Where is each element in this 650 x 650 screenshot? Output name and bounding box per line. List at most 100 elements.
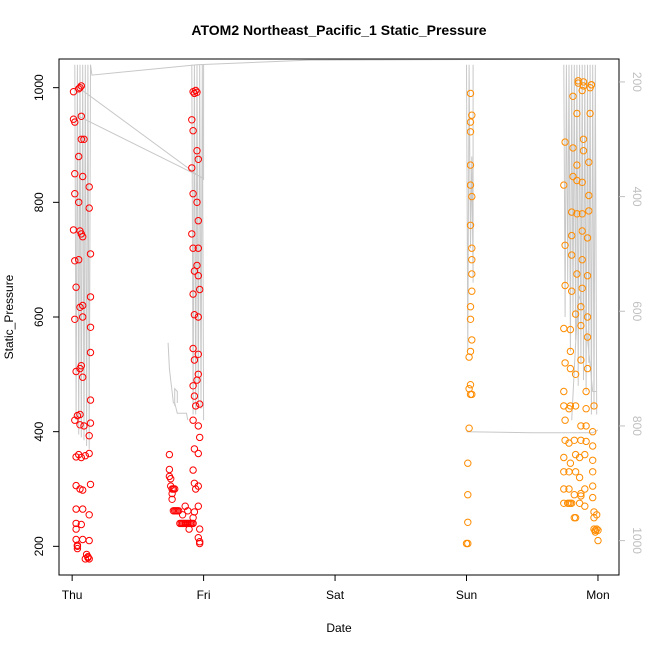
data-point-series-2: [568, 499, 576, 507]
data-point-series-2: [566, 347, 575, 356]
data-point-series-2: [583, 234, 592, 242]
data-point-series-2: [466, 181, 475, 189]
data-point-series-1: [77, 135, 86, 144]
data-point-series-1: [79, 313, 87, 321]
data-point-series-1: [77, 453, 86, 462]
data-point-series-2: [464, 491, 472, 499]
data-point-series-1: [189, 190, 197, 198]
data-point-series-2: [582, 405, 590, 413]
data-point-series-2: [579, 147, 588, 155]
data-point-series-2: [585, 207, 593, 215]
data-point-series-1: [76, 410, 84, 419]
data-point-series-1: [194, 244, 203, 252]
y-tick-label: 400: [32, 421, 46, 441]
data-point-series-2: [466, 303, 475, 311]
data-point-series-1: [194, 313, 203, 321]
data-point-series-2: [568, 208, 576, 216]
data-point-series-1: [190, 445, 199, 453]
data-point-series-2: [585, 191, 593, 200]
data-point-series-1: [86, 293, 95, 301]
data-point-series-1: [174, 507, 183, 515]
x-tick-label: Thu: [62, 588, 83, 602]
data-point-series-1: [193, 261, 201, 270]
data-point-series-1: [86, 348, 95, 357]
y-tick-label: 1000: [32, 74, 46, 101]
data-point-series-1: [72, 453, 80, 461]
data-point-series-2: [579, 82, 588, 90]
data-point-series-1: [189, 244, 197, 252]
data-point-series-2: [560, 181, 568, 189]
data-point-series-1: [72, 283, 80, 291]
data-point-series-2: [582, 387, 590, 396]
data-point-series-1: [71, 190, 79, 198]
data-point-series-1: [73, 541, 82, 549]
depth-tick-label: 200: [630, 72, 644, 92]
data-point-series-2: [571, 514, 580, 522]
data-point-series-2: [569, 92, 577, 101]
y-tick-label: 600: [32, 307, 46, 327]
data-point-series-1: [77, 362, 86, 370]
data-point-series-1: [165, 465, 174, 474]
data-point-series-2: [581, 485, 589, 493]
data-point-series-2: [589, 442, 597, 450]
data-point-series-2: [571, 468, 580, 476]
data-point-series-2: [466, 128, 475, 136]
data-point-series-1: [86, 419, 95, 427]
data-point-series-1: [189, 127, 197, 135]
data-point-series-2: [468, 287, 476, 295]
data-point-series-1: [194, 449, 203, 458]
data-point-series-1: [85, 536, 93, 545]
data-point-series-2: [565, 485, 573, 493]
data-point-series-2: [571, 310, 580, 318]
data-point-series-2: [468, 390, 476, 399]
x-axis: Thu Fri Sat Sun Mon: [62, 575, 610, 602]
data-point-series-2: [466, 347, 475, 356]
data-point-series-1: [86, 396, 95, 404]
data-point-series-2: [577, 436, 585, 444]
data-point-series-2: [589, 456, 597, 464]
data-point-series-1: [165, 450, 174, 459]
data-point-series-2: [571, 370, 580, 378]
data-point-series-2: [579, 135, 588, 144]
data-point-series-2: [589, 482, 597, 490]
data-point-series-2: [581, 450, 589, 459]
x-tick-label: Fri: [197, 588, 211, 602]
data-point-series-1: [196, 539, 204, 548]
trace-line-7: [191, 64, 205, 421]
data-point-series-2: [561, 138, 569, 146]
data-point-series-2: [593, 525, 601, 533]
data-points: [69, 77, 602, 563]
y-tick-label: 200: [32, 536, 46, 556]
data-point-series-1: [71, 170, 79, 178]
data-point-series-1: [85, 183, 93, 191]
chart-title: ATOM2 Northeast_Pacific_1 Static_Pressur…: [191, 22, 486, 38]
data-point-series-1: [85, 555, 93, 563]
data-point-series-2: [575, 473, 584, 482]
data-point-series-1: [85, 449, 93, 458]
data-point-series-1: [192, 86, 200, 95]
data-point-series-1: [194, 217, 203, 225]
y-axis: 200 400 600 800 1000: [32, 74, 59, 556]
data-point-series-2: [589, 493, 597, 502]
data-point-series-1: [77, 82, 86, 90]
data-point-series-2: [468, 244, 476, 252]
data-point-series-2: [468, 111, 476, 119]
data-point-series-2: [466, 161, 475, 169]
data-point-series-2: [577, 489, 585, 498]
x-axis-label: Date: [326, 621, 352, 635]
trace-line-5: [167, 342, 189, 421]
data-point-series-2: [587, 81, 596, 89]
data-point-series-1: [71, 315, 79, 323]
data-point-series-1: [189, 519, 197, 528]
data-point-series-1: [189, 290, 197, 298]
depth-tick-label: 400: [630, 187, 644, 207]
data-point-series-2: [583, 313, 592, 321]
data-point-series-2: [569, 172, 577, 181]
data-point-series-1: [79, 505, 87, 513]
data-point-series-1: [84, 554, 92, 562]
data-point-series-1: [194, 502, 203, 510]
data-point-series-1: [79, 373, 87, 381]
data-point-series-1: [86, 250, 95, 258]
depth-axis: 200 400 600 800 1000: [619, 72, 644, 554]
